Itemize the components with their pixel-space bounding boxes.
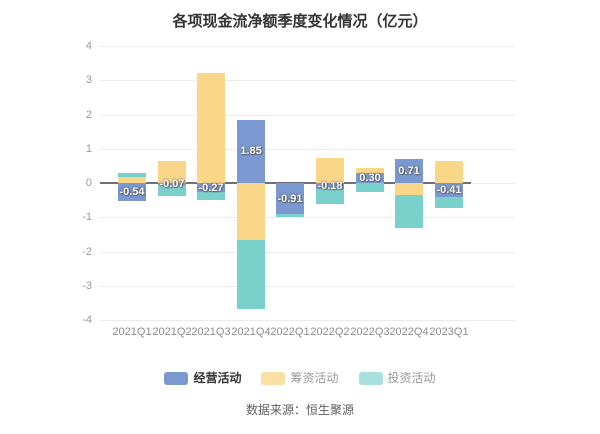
y-axis-tick-label: 4 xyxy=(85,40,92,52)
bar-segment-筹资活动 xyxy=(316,158,344,183)
bar-segment-投资活动 xyxy=(316,189,344,204)
chart-title: 各项现金流净额季度变化情况（亿元） xyxy=(172,13,428,30)
legend-item-投资活动[interactable]: 投资活动 xyxy=(358,371,436,385)
x-axis-tick-label: 2022Q2 xyxy=(310,326,350,338)
bar-segment-投资活动 xyxy=(395,195,423,228)
bar-segment-筹资活动 xyxy=(118,177,146,183)
x-axis-tick-label: 2022Q3 xyxy=(350,326,390,338)
legend-item-经营活动[interactable]: 经营活动 xyxy=(164,372,241,385)
x-axis-tick-label: 2022Q1 xyxy=(270,326,310,338)
x-axis-tick-label: 2021Q2 xyxy=(152,326,192,338)
legend-label: 投资活动 xyxy=(387,371,436,385)
y-axis-tick-label: -1 xyxy=(82,211,92,223)
bar-segment-经营活动 xyxy=(197,183,225,192)
y-gridline xyxy=(100,46,515,47)
bar-segment-筹资活动 xyxy=(237,183,265,240)
bar-segment-经营活动 xyxy=(356,173,384,183)
legend-label: 筹资活动 xyxy=(290,371,339,385)
bar-segment-筹资活动 xyxy=(197,73,225,183)
y-axis-tick-label: 3 xyxy=(85,74,92,86)
legend-item-筹资活动[interactable]: 筹资活动 xyxy=(261,371,339,385)
bar-segment-经营活动 xyxy=(118,183,146,201)
bar-segment-筹资活动 xyxy=(158,161,186,183)
bar-segment-筹资活动 xyxy=(435,161,463,183)
y-axis-tick-label: -4 xyxy=(82,314,92,326)
legend-swatch-icon xyxy=(358,372,383,385)
y-gridline xyxy=(100,149,515,150)
bar-segment-投资活动 xyxy=(276,214,304,217)
y-gridline xyxy=(100,252,515,253)
y-gridline xyxy=(100,320,515,321)
bar-segment-投资活动 xyxy=(435,197,463,208)
y-axis-tick-label: 0 xyxy=(85,177,92,189)
bar-segment-投资活动 xyxy=(118,173,146,177)
x-axis-tick-label: 2022Q4 xyxy=(389,326,429,338)
legend-swatch-icon xyxy=(261,372,286,385)
chart-legend: 经营活动 筹资活动 投资活动 xyxy=(0,372,600,385)
bar-segment-经营活动 xyxy=(158,183,186,185)
data-source-text: 数据来源：恒生聚源 xyxy=(245,403,354,417)
y-axis-tick-label: -2 xyxy=(82,246,92,258)
x-axis-tick-label: 2021Q3 xyxy=(191,326,231,338)
bar-segment-经营活动 xyxy=(316,183,344,189)
bar-segment-经营活动 xyxy=(435,183,463,197)
bar-segment-筹资活动 xyxy=(356,168,384,173)
y-gridline xyxy=(100,115,515,116)
x-axis-tick-label: 2023Q1 xyxy=(429,326,469,338)
bar-segment-经营活动 xyxy=(395,159,423,183)
y-gridline xyxy=(100,286,515,287)
x-axis-tick-label: 2021Q4 xyxy=(231,326,271,338)
bar-segment-经营活动 xyxy=(276,183,304,214)
x-axis-tick-label: 2021Q1 xyxy=(112,326,152,338)
y-axis-tick-label: 2 xyxy=(85,109,92,121)
bar-segment-筹资活动 xyxy=(395,183,423,195)
bar-segment-经营活动 xyxy=(237,120,265,183)
y-gridline xyxy=(100,80,515,81)
y-axis-tick-label: 1 xyxy=(85,143,92,155)
y-gridline xyxy=(100,217,515,218)
bar-segment-投资活动 xyxy=(158,185,186,196)
bar-segment-投资活动 xyxy=(356,183,384,192)
legend-label: 经营活动 xyxy=(193,371,242,385)
bar-segment-投资活动 xyxy=(237,240,265,309)
y-axis-tick-label: -3 xyxy=(82,280,92,292)
legend-swatch-icon xyxy=(164,372,189,385)
bar-segment-投资活动 xyxy=(197,192,225,200)
